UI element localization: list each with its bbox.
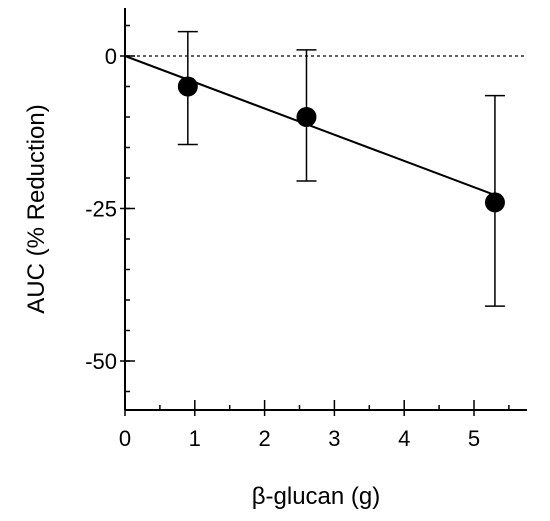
x-axis-title: β-glucan (g) [252, 483, 381, 510]
x-tick-label: 5 [468, 426, 480, 451]
y-axis: 0 -25 -50 [85, 8, 135, 410]
x-tick-label: 4 [398, 426, 410, 451]
x-tick-label: 3 [328, 426, 340, 451]
x-tick-label: 1 [189, 426, 201, 451]
y-axis-title: AUC (% Reduction) [23, 104, 50, 313]
data-points [177, 30, 505, 307]
x-axis: 0 1 2 3 4 5 [119, 400, 527, 451]
data-point-group [296, 49, 317, 182]
data-point [177, 76, 198, 97]
y-tick-label: -25 [85, 197, 117, 222]
data-point [484, 192, 505, 213]
x-tick-label: 0 [119, 426, 131, 451]
data-point-group [177, 30, 198, 146]
data-point [296, 107, 317, 127]
y-tick-label: -50 [85, 349, 117, 374]
y-tick-label: 0 [105, 44, 117, 69]
x-tick-label: 2 [258, 426, 270, 451]
data-point-group [484, 94, 505, 307]
